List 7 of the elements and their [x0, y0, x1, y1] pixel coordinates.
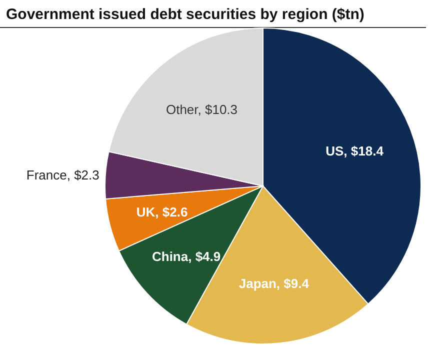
chart-title: Government issued debt securities by region ($tn) — [6, 6, 364, 23]
slice-label: Japan, $9.4 — [238, 276, 310, 291]
slice-label: US, $18.4 — [326, 144, 384, 159]
slice-label: France, $2.3 — [26, 167, 100, 182]
slice-label: UK, $2.6 — [136, 204, 188, 220]
slice-label: Other, $10.3 — [166, 102, 238, 118]
slice-label: China, $4.9 — [152, 249, 221, 264]
